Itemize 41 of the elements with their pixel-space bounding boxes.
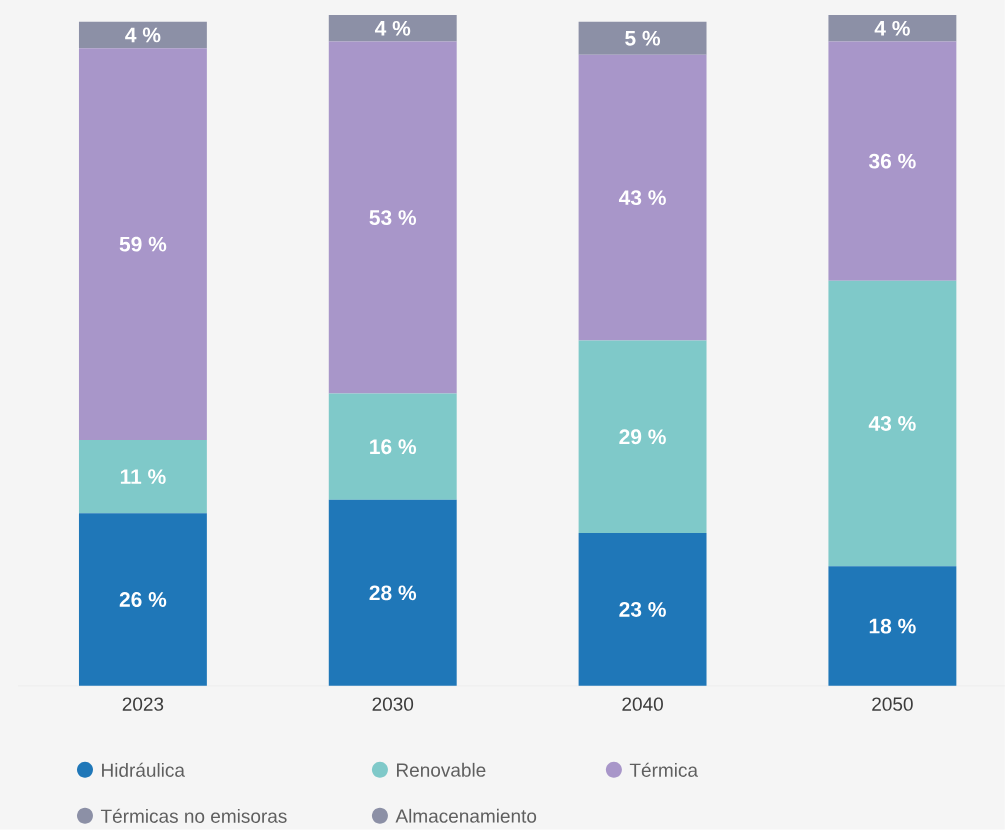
data-label: 53 %: [369, 210, 417, 226]
bar: [328, 393, 457, 500]
legend-label: Almacenamiento: [395, 808, 537, 823]
x-tick-label: 2040: [622, 697, 663, 711]
legend-label: Térmicas no emisoras: [100, 808, 287, 823]
data-label: 4 %: [374, 20, 411, 36]
data-label: 36 %: [868, 153, 916, 169]
bar: [78, 440, 207, 514]
bar: [328, 41, 457, 394]
data-label: 11 %: [120, 469, 166, 485]
bar: [578, 21, 707, 55]
bar: [578, 340, 707, 534]
data-label: 4 %: [874, 20, 910, 36]
data-label: 5 %: [625, 30, 661, 46]
data-label: 59 %: [119, 236, 167, 252]
data-label: 26 %: [119, 592, 167, 608]
bar: [328, 15, 457, 42]
data-label: 4 %: [125, 27, 161, 43]
bar: [328, 499, 457, 686]
data-label: 43 %: [618, 190, 666, 206]
data-label: 23 %: [619, 602, 666, 617]
bar: [578, 533, 707, 686]
data-label: 28 %: [369, 585, 417, 601]
bar: [828, 15, 957, 42]
data-label: 16 %: [370, 439, 417, 455]
bar: [78, 48, 207, 441]
legend-label: Hidráulica: [102, 762, 185, 778]
bar: [78, 21, 207, 49]
legend-label: Térmica: [629, 762, 699, 778]
x-tick-label: 2050: [872, 697, 913, 711]
bar: [828, 41, 957, 281]
x-tick-label: 2023: [122, 697, 164, 711]
data-label: 18 %: [869, 618, 916, 634]
bar: [828, 566, 957, 686]
legend-label: Renovable: [397, 762, 486, 777]
bar: [78, 513, 207, 686]
bar: [578, 54, 707, 341]
bar: [828, 280, 957, 567]
data-label: 43 %: [868, 416, 916, 432]
x-tick-label: 2030: [372, 697, 414, 711]
data-label: 29 %: [619, 429, 666, 445]
